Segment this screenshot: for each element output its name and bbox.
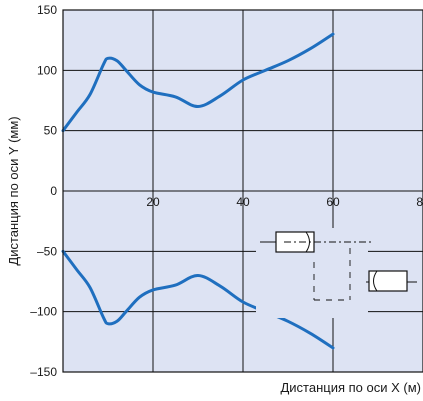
y-tick-label: 150 [37, 3, 57, 17]
tick-labels: 20 40 60 80 150 100 50 0 –50 –100 –150 [30, 3, 423, 379]
x-tick-label: 80 [416, 195, 423, 209]
y-tick-label: 100 [37, 63, 57, 77]
y-tick-label: –150 [30, 365, 57, 379]
x-axis-label: Дистанция по оси X (м) [280, 380, 421, 395]
x-tick-label: 40 [236, 195, 250, 209]
y-tick-label: –50 [37, 244, 57, 258]
x-tick-label: 60 [326, 195, 340, 209]
plot-frame [62, 9, 423, 373]
x-tick-label: 20 [146, 195, 160, 209]
series-line-upper [61, 32, 335, 133]
y-tick-label: 50 [44, 124, 58, 138]
y-tick-label: 0 [50, 184, 57, 198]
cylinder-schematic-icon [256, 228, 423, 318]
y-tick-label: –100 [30, 305, 57, 319]
y-axis-label: Дистанция по оси Y (мм) [6, 116, 21, 265]
